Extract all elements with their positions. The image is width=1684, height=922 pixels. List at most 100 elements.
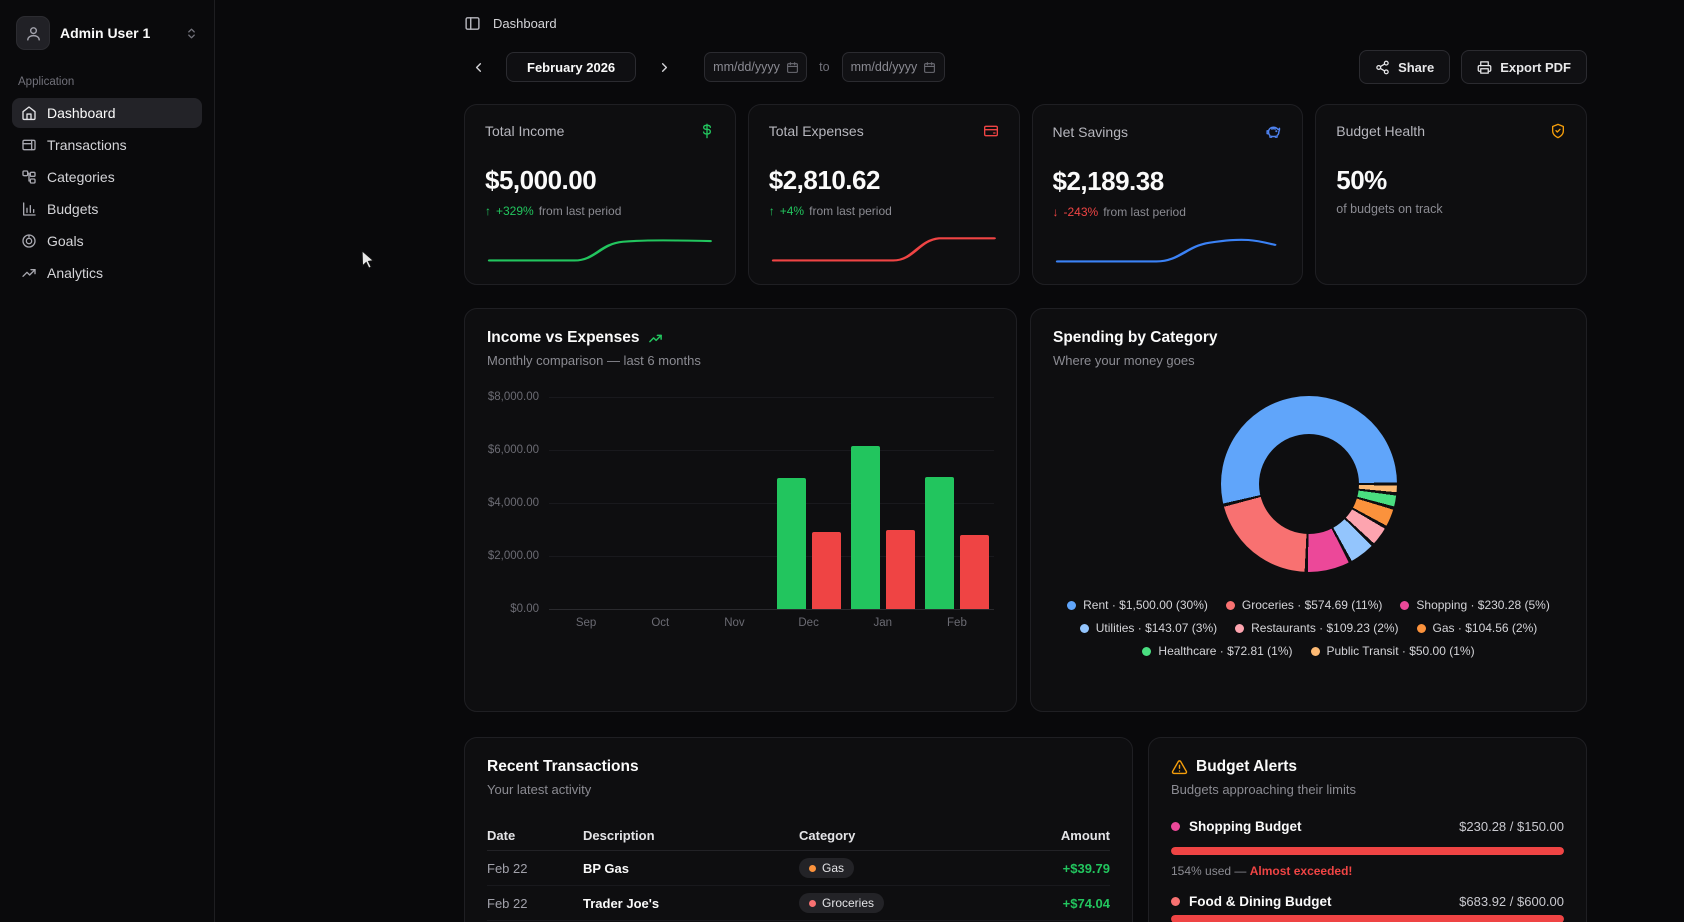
stat-title: Total Expenses [768,123,864,139]
trending-up-icon [21,265,37,281]
legend-dot [1067,600,1077,610]
main-content: Dashboard February 2026 mm/dd/yyyy to mm… [215,0,1684,922]
alert-dot [1171,897,1180,906]
panel-left-icon[interactable] [464,15,481,32]
legend-dot [1079,623,1089,633]
progress-fill [1171,847,1564,855]
sidebar-item-budgets[interactable]: Budgets [12,194,202,224]
legend-label: Gas · $104.56 (2%) [1432,621,1538,635]
calendar-icon[interactable] [923,61,936,74]
savings-sparkline [1055,238,1276,263]
budget-alerts-card: Budget Alerts Budgets approaching their … [1148,737,1587,922]
legend-item-rent[interactable]: Rent · $1,500.00 (30%) [1067,598,1208,612]
category-badge: Gas [799,858,855,878]
toolbar: February 2026 mm/dd/yyyy to mm/dd/yyyy S… [464,50,1587,84]
legend-label: Utilities · $143.07 (3%) [1095,621,1218,635]
sidebar-item-dashboard[interactable]: Dashboard [12,98,202,128]
category-label: Gas [822,861,845,875]
income-sparkline [487,239,712,262]
user-name: Admin User 1 [60,25,151,41]
bar-group-dec [772,397,846,609]
to-label: to [819,60,830,74]
share-button[interactable]: Share [1359,50,1451,84]
expenses-sparkline [771,237,996,262]
dollar-icon [699,123,715,139]
prev-month-button[interactable] [464,53,492,81]
legend-item-healthcare[interactable]: Healthcare · $72.81 (1%) [1142,644,1293,658]
category-dot [809,899,816,907]
legend-item-public-transit[interactable]: Public Transit · $50.00 (1%) [1310,644,1475,658]
category-dot [809,864,816,872]
export-pdf-button[interactable]: Export PDF [1461,50,1587,84]
budget-alert-shopping-budget: Shopping Budget $230.28 / $150.00 154% use… [1171,819,1564,878]
stat-title: Net Savings [1052,123,1128,140]
alert-note: 154% used — Almost exceeded! [1171,864,1353,878]
y-tick: $6,000.00 [487,444,539,456]
printer-icon [1477,60,1492,74]
col-amount: Amount [1060,828,1110,843]
bar-income-jan [850,446,880,609]
categories-icon [21,169,37,185]
table-row[interactable]: Feb 22 Trader Joe's Groceries +$74.04 [487,886,1110,921]
delta-note: from last period [538,204,622,218]
date-from-placeholder: mm/dd/yyyy [713,60,780,74]
bar-plot-area [549,397,994,610]
chevron-right-icon [661,62,667,72]
alert-name: Shopping Budget [1189,819,1302,834]
date-to-input[interactable]: mm/dd/yyyy [841,52,945,82]
legend-label: Healthcare · $72.81 (1%) [1158,644,1293,658]
gridline [549,556,994,557]
next-month-button[interactable] [650,53,678,81]
legend-dot [1142,646,1152,656]
sidebar-item-label: Budgets [47,201,99,217]
sidebar-nav: Dashboard Transactions Categories Budget… [12,98,202,288]
sidebar-item-goals[interactable]: Goals [12,226,202,256]
stat-subtitle: of budgets on track [1336,202,1443,216]
sidebar-item-transactions[interactable]: Transactions [12,130,202,160]
transactions-subtitle: Your latest activity [487,782,592,797]
legend-item-groceries[interactable]: Groceries · $574.69 (11%) [1225,598,1382,612]
legend-dot [1400,600,1410,610]
bar-group-sep [549,397,623,609]
sidebar-item-categories[interactable]: Categories [12,162,202,192]
recent-transactions-card: Recent Transactions Your latest activity… [464,737,1133,922]
delta-note: from last period [809,204,892,218]
tx-date: Feb 22 [487,895,528,911]
col-date: Date [487,828,516,843]
calendar-icon[interactable] [786,61,799,74]
chart-title: Income vs Expenses [487,329,640,346]
legend-dot [1310,646,1320,656]
bar-expenses-dec [811,532,841,609]
share-label: Share [1398,59,1435,75]
legend-dot [1235,623,1245,633]
sidebar-item-analytics[interactable]: Analytics [12,258,202,288]
person-icon [26,26,40,41]
chart-subtitle: Monthly comparison — last 6 months [487,353,701,368]
progress-bar [1171,915,1564,922]
delta-value: +4% [779,204,805,218]
alert-amount: $683.92 / $600.00 [1459,894,1564,909]
table-row[interactable]: Feb 22 BP Gas Gas +$39.79 [487,851,1110,886]
legend-item-utilities[interactable]: Utilities · $143.07 (3%) [1079,621,1218,635]
chart-subtitle: Where your money goes [1053,353,1195,368]
stat-value: 50% [1336,165,1387,195]
user-menu[interactable]: Admin User 1 [12,12,202,54]
legend-item-gas[interactable]: Gas · $104.56 (2%) [1416,621,1538,635]
alerts-title: Budget Alerts [1196,758,1298,775]
x-axis-labels: Sep Oct Nov Dec Jan Feb [549,617,994,629]
bar-group-nov [697,397,771,609]
bottom-row: Recent Transactions Your latest activity… [464,737,1587,922]
x-tick: Feb [947,617,967,629]
y-tick: $4,000.00 [487,497,539,509]
y-tick: $2,000.00 [487,550,539,562]
trend-up-arrow: ↑ [768,204,775,218]
date-from-input[interactable]: mm/dd/yyyy [704,52,808,82]
legend-label: Public Transit · $50.00 (1%) [1326,644,1475,658]
category-badge: Groceries [799,893,885,913]
budget-alert-food-dining-budget: Food & Dining Budget $683.92 / $600.00 [1171,894,1564,922]
legend-item-shopping[interactable]: Shopping · $230.28 (5%) [1400,598,1550,612]
legend-item-restaurants[interactable]: Restaurants · $109.23 (2%) [1235,621,1399,635]
month-picker-button[interactable]: February 2026 [506,52,637,82]
bar-income-feb [924,476,954,609]
x-tick: Oct [651,617,670,629]
